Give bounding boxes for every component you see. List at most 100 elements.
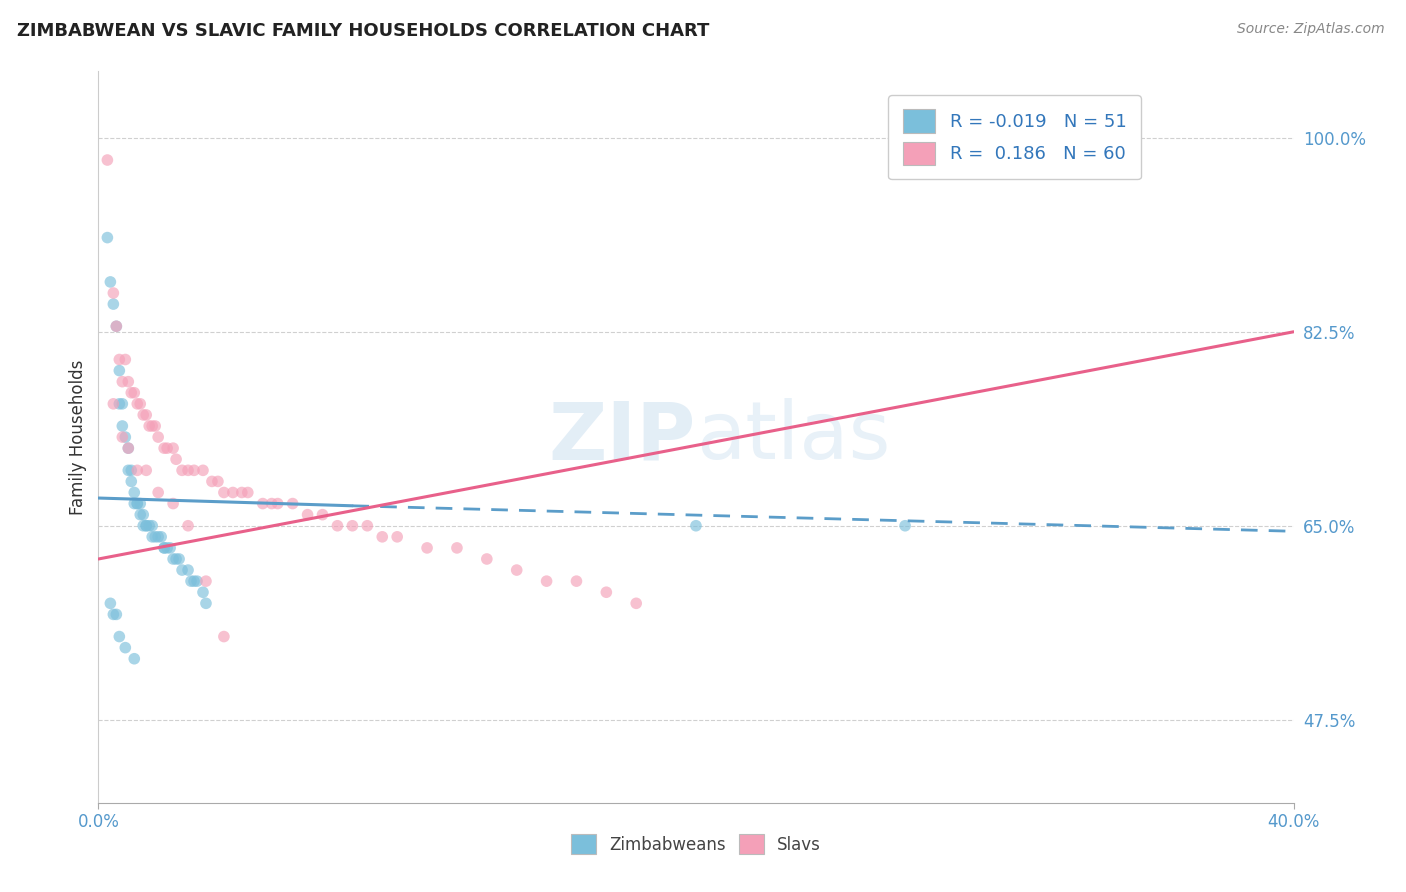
Point: [311, 508, 333, 522]
Point: [103, 607, 125, 622]
Point: [132, 408, 155, 422]
Point: [201, 475, 224, 489]
Point: [108, 363, 131, 377]
Point: [117, 463, 139, 477]
Point: [98, 275, 122, 289]
Point: [114, 640, 136, 655]
Point: [103, 285, 125, 300]
Point: [446, 541, 468, 555]
Point: [172, 463, 194, 477]
Point: [183, 574, 205, 589]
Point: [108, 397, 131, 411]
Point: [191, 585, 214, 599]
Point: [127, 497, 149, 511]
Point: [165, 452, 187, 467]
Point: [156, 441, 179, 455]
Point: [138, 419, 160, 434]
Point: [127, 497, 149, 511]
Point: [148, 430, 170, 444]
Point: [222, 485, 245, 500]
Point: [195, 574, 218, 589]
Point: [129, 497, 152, 511]
Point: [135, 408, 157, 422]
Point: [267, 497, 290, 511]
Text: ZIP: ZIP: [548, 398, 696, 476]
Point: [595, 585, 617, 599]
Point: [111, 397, 134, 411]
Legend: Zimbabweans, Slavs: Zimbabweans, Slavs: [564, 828, 828, 860]
Point: [96, 230, 118, 244]
Point: [124, 651, 146, 665]
Point: [236, 485, 259, 500]
Point: [120, 385, 142, 400]
Point: [124, 485, 146, 500]
Point: [117, 441, 139, 455]
Point: [183, 463, 205, 477]
Point: [105, 607, 128, 622]
Point: [117, 375, 139, 389]
Point: [894, 518, 917, 533]
Point: [195, 596, 218, 610]
Point: [108, 352, 131, 367]
Point: [475, 552, 498, 566]
Point: [165, 552, 187, 566]
Point: [153, 541, 176, 555]
Point: [111, 419, 134, 434]
Point: [180, 574, 202, 589]
Point: [111, 375, 134, 389]
Point: [281, 497, 304, 511]
Point: [626, 596, 648, 610]
Point: [186, 574, 208, 589]
Point: [252, 497, 274, 511]
Point: [156, 541, 179, 555]
Point: [416, 541, 439, 555]
Point: [177, 563, 200, 577]
Point: [153, 441, 176, 455]
Text: Source: ZipAtlas.com: Source: ZipAtlas.com: [1237, 22, 1385, 37]
Point: [162, 441, 184, 455]
Point: [96, 153, 118, 167]
Point: [172, 563, 194, 577]
Text: ZIMBABWEAN VS SLAVIC FAMILY HOUSEHOLDS CORRELATION CHART: ZIMBABWEAN VS SLAVIC FAMILY HOUSEHOLDS C…: [17, 22, 709, 40]
Point: [132, 508, 155, 522]
Point: [371, 530, 394, 544]
Point: [114, 352, 136, 367]
Point: [105, 319, 128, 334]
Point: [260, 497, 283, 511]
Point: [105, 319, 128, 334]
Point: [103, 297, 125, 311]
Point: [536, 574, 558, 589]
Point: [148, 530, 170, 544]
Point: [207, 475, 229, 489]
Point: [162, 552, 184, 566]
Point: [141, 518, 163, 533]
Point: [135, 463, 157, 477]
Point: [117, 441, 139, 455]
Point: [326, 518, 349, 533]
Point: [565, 574, 588, 589]
Point: [141, 530, 163, 544]
Y-axis label: Family Households: Family Households: [69, 359, 87, 515]
Point: [135, 518, 157, 533]
Point: [506, 563, 529, 577]
Point: [124, 385, 146, 400]
Point: [153, 541, 176, 555]
Point: [143, 419, 166, 434]
Point: [159, 541, 181, 555]
Point: [129, 508, 152, 522]
Point: [141, 419, 163, 434]
Point: [127, 397, 149, 411]
Point: [162, 497, 184, 511]
Point: [132, 518, 155, 533]
Point: [103, 397, 125, 411]
Point: [685, 518, 707, 533]
Point: [191, 463, 214, 477]
Point: [135, 518, 157, 533]
Point: [231, 485, 253, 500]
Point: [385, 530, 409, 544]
Point: [98, 596, 122, 610]
Point: [111, 430, 134, 444]
Point: [356, 518, 378, 533]
Point: [108, 630, 131, 644]
Point: [150, 530, 173, 544]
